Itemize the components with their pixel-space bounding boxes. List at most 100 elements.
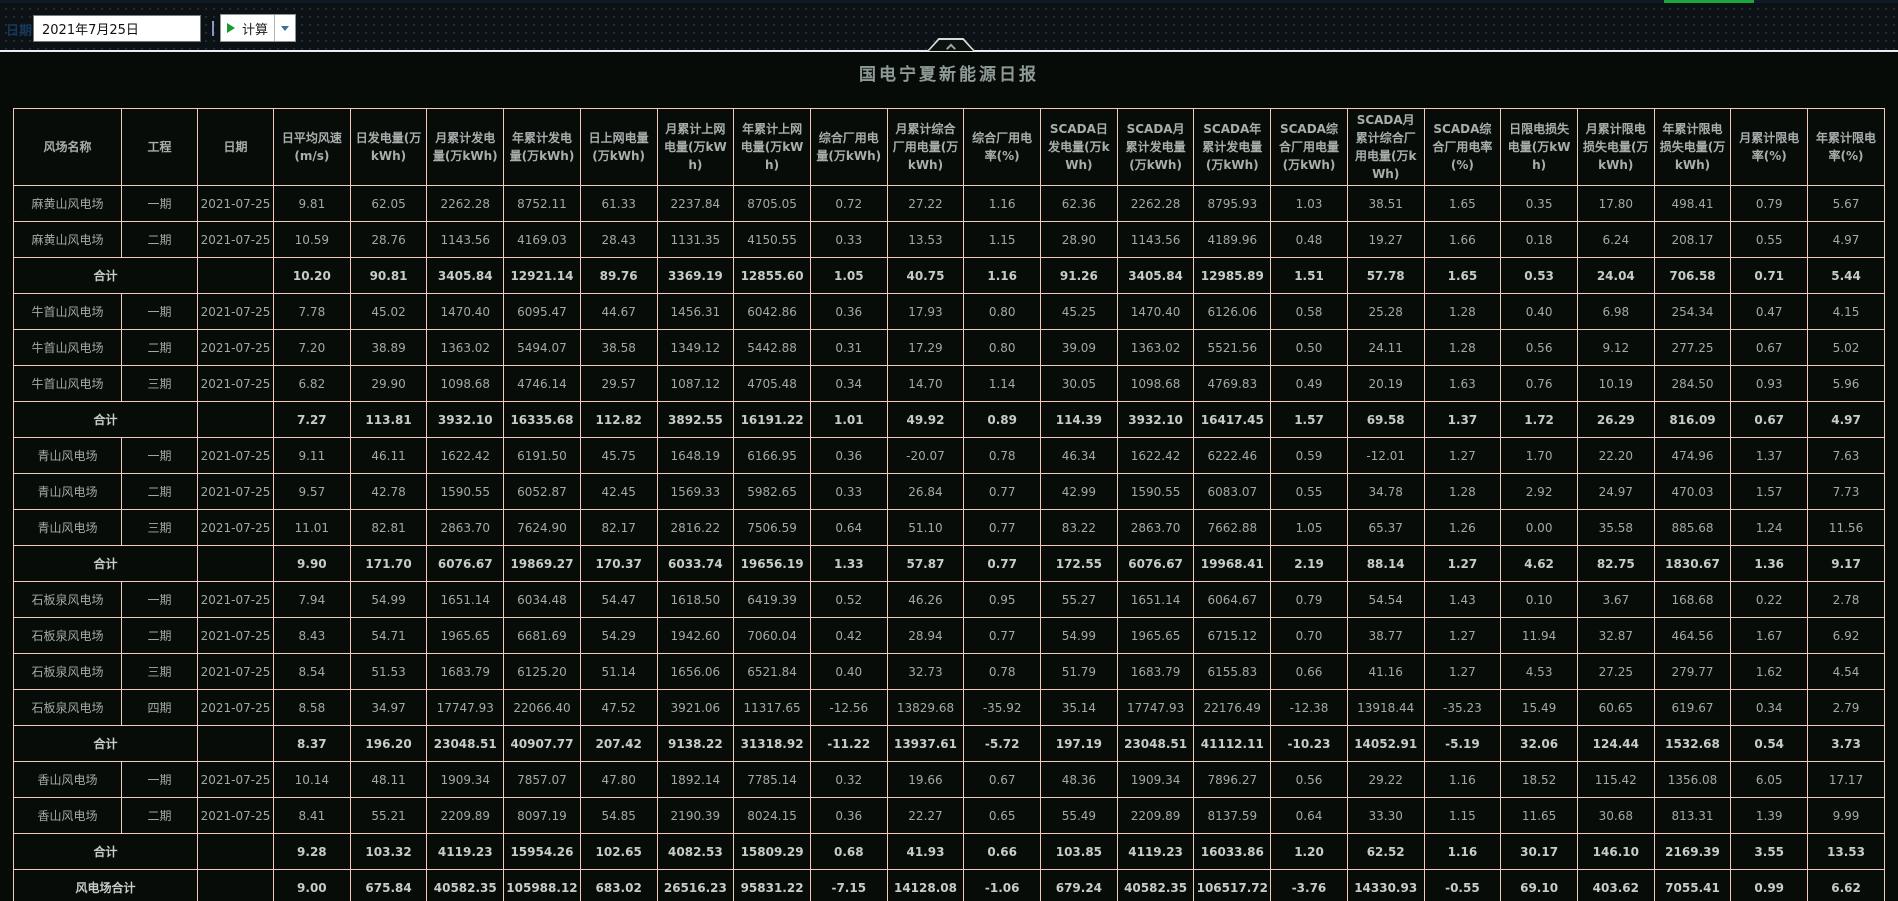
header-cell: 年累计发电量(万kWh) (503, 108, 581, 186)
total-label-cell: 合计 (13, 257, 198, 294)
value-cell: 38.89 (349, 329, 428, 366)
value-cell: 95831.22 (733, 869, 811, 901)
value-cell: 8.41 (273, 797, 351, 834)
value-cell: 0.71 (1730, 257, 1809, 294)
value-cell: 13.53 (1807, 833, 1885, 870)
value-cell: 1683.79 (1116, 653, 1195, 690)
value-cell: 254.34 (1653, 293, 1732, 330)
value-cell: 279.77 (1653, 653, 1732, 690)
value-cell: 6.98 (1576, 293, 1655, 330)
value-cell: 6.62 (1807, 869, 1885, 901)
value-cell: 196.20 (349, 725, 428, 762)
value-cell: 28.76 (349, 221, 428, 258)
value-cell: 8.54 (273, 653, 351, 690)
value-cell: 1.66 (1423, 221, 1502, 258)
calendar-icon[interactable] (212, 21, 214, 36)
play-icon (226, 23, 235, 33)
value-cell: 284.50 (1653, 365, 1732, 402)
value-cell: 106517.72 (1193, 869, 1272, 901)
value-cell: 18.52 (1500, 761, 1578, 798)
value-cell: 17.17 (1807, 761, 1885, 798)
value-cell: 1830.67 (1653, 545, 1732, 582)
value-cell: 1622.42 (1116, 437, 1195, 474)
calc-button-label: 计算 (241, 22, 268, 38)
value-cell: 41.16 (1346, 653, 1425, 690)
value-cell: 19869.27 (503, 545, 581, 582)
value-cell: 7.20 (273, 329, 351, 366)
phase-cell: 一期 (121, 761, 198, 798)
value-cell: 1.27 (1423, 545, 1502, 582)
value-cell: 15.49 (1500, 689, 1578, 726)
value-cell: -10.23 (1270, 725, 1348, 762)
value-cell: 4.54 (1807, 653, 1885, 690)
value-cell: 22176.49 (1193, 689, 1272, 726)
value-cell: 13918.44 (1346, 689, 1425, 726)
header-cell: 年累计限电损失电量(万kWh) (1653, 108, 1732, 186)
value-cell: 5.96 (1807, 365, 1885, 402)
value-cell: 0.55 (1730, 221, 1809, 258)
calc-button[interactable]: 计算 (221, 15, 274, 41)
value-cell: 8.43 (273, 617, 351, 654)
value-cell: 1.24 (1730, 509, 1809, 546)
value-cell: 19.27 (1346, 221, 1425, 258)
value-cell: 1.15 (1423, 797, 1502, 834)
value-cell: 1456.31 (656, 293, 735, 330)
phase-cell: 一期 (121, 581, 198, 618)
subtotal-row: 合计 7.27 113.81 3932.10 16335.68 112.82 3892.55… (13, 401, 1885, 438)
value-cell: 32.73 (886, 653, 965, 690)
header-cell: 工程 (121, 108, 198, 186)
phase-cell: 四期 (121, 689, 198, 726)
value-cell: 5.02 (1807, 329, 1885, 366)
value-cell: 885.68 (1653, 509, 1732, 546)
value-cell: 2262.28 (426, 185, 505, 222)
value-cell: 65.37 (1346, 509, 1425, 546)
calc-dropdown-button[interactable] (274, 15, 295, 41)
value-cell: 1143.56 (426, 221, 505, 258)
value-cell: 4119.23 (426, 833, 505, 870)
value-cell: 4769.83 (1193, 365, 1272, 402)
value-cell: 0.32 (809, 761, 888, 798)
collapse-panel-tab[interactable] (927, 38, 975, 51)
value-cell: 1.03 (1270, 185, 1348, 222)
value-cell: 29.22 (1346, 761, 1425, 798)
value-cell: 1.16 (1423, 833, 1502, 870)
value-cell: 1.62 (1730, 653, 1809, 690)
farm-name-cell: 石板泉风电场 (13, 617, 122, 654)
header-cell: 日限电损失电量(万kWh) (1500, 108, 1578, 186)
value-cell: 0.67 (1730, 329, 1809, 366)
value-cell: 42.78 (349, 473, 428, 510)
table-row: 香山风电场 一期 2021-07-25 10.14 48.11 1909.34 7857.0… (13, 761, 1885, 798)
value-cell: 30.05 (1040, 365, 1118, 402)
date-input[interactable] (34, 16, 212, 41)
value-cell: 7.63 (1807, 437, 1885, 474)
value-cell: 62.52 (1346, 833, 1425, 870)
date-cell: 2021-07-25 (197, 185, 274, 222)
value-cell: 0.36 (809, 797, 888, 834)
phase-cell: 三期 (121, 653, 198, 690)
header-cell: 月累计限电损失电量(万kWh) (1576, 108, 1655, 186)
value-cell: 45.75 (579, 437, 658, 474)
value-cell: 0.56 (1500, 329, 1578, 366)
value-cell: 1.05 (1270, 509, 1348, 546)
value-cell: 47.80 (579, 761, 658, 798)
value-cell: 0.33 (809, 221, 888, 258)
value-cell: 2816.22 (656, 509, 735, 546)
value-cell: 675.84 (349, 869, 428, 901)
phase-cell: 二期 (121, 797, 198, 834)
value-cell: 1.01 (809, 401, 888, 438)
value-cell: 1.15 (963, 221, 1042, 258)
value-cell: 170.37 (579, 545, 658, 582)
value-cell: 2863.70 (1116, 509, 1195, 546)
date-cell: 2021-07-25 (197, 329, 274, 366)
table-row: 麻黄山风电场 一期 2021-07-25 9.81 62.05 2262.28 8752.1… (13, 185, 1885, 222)
farm-name-cell: 青山风电场 (13, 437, 122, 474)
value-cell: 6.92 (1807, 617, 1885, 654)
header-cell: SCADA月累计发电量(万kWh) (1116, 108, 1195, 186)
value-cell: 51.79 (1040, 653, 1118, 690)
value-cell: -12.56 (809, 689, 888, 726)
value-cell: 2.92 (1500, 473, 1578, 510)
value-cell: 24.97 (1576, 473, 1655, 510)
value-cell: 3932.10 (426, 401, 505, 438)
value-cell: 1.33 (809, 545, 888, 582)
value-cell: 51.14 (579, 653, 658, 690)
